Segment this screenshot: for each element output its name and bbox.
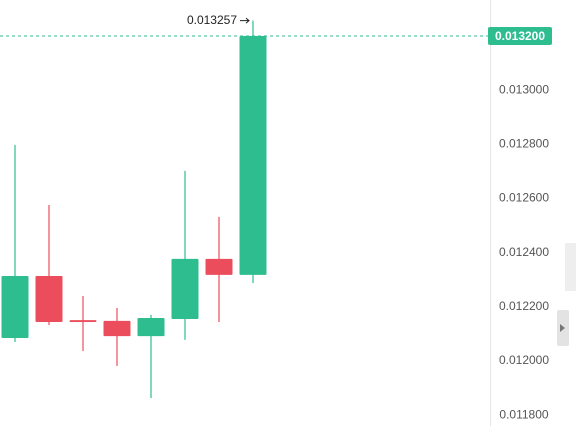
collapse-arrow — [560, 324, 565, 332]
y-tick-label: 0.012400 — [499, 245, 549, 259]
last-price-label: 0.013200 — [495, 29, 545, 43]
y-tick-label: 0.012600 — [499, 191, 549, 205]
candle-body — [239, 36, 267, 275]
candle-body — [103, 320, 131, 337]
side-panel — [565, 243, 576, 291]
y-tick-label: 0.013000 — [499, 82, 549, 96]
candle-body — [35, 275, 63, 323]
y-tick-label: 0.012800 — [499, 137, 549, 151]
y-tick-label: 0.012000 — [499, 353, 549, 367]
high-annotation: 0.013257 — [187, 13, 237, 27]
last-price-box — [488, 27, 552, 46]
candle-body — [137, 317, 165, 337]
candle-body — [205, 258, 233, 275]
y-tick-label: 0.011800 — [499, 407, 548, 421]
candle-body — [1, 275, 29, 338]
high-arrow — [240, 17, 250, 24]
candle-body — [69, 320, 97, 323]
candle-body — [171, 258, 199, 320]
y-tick-label: 0.012200 — [499, 299, 549, 313]
